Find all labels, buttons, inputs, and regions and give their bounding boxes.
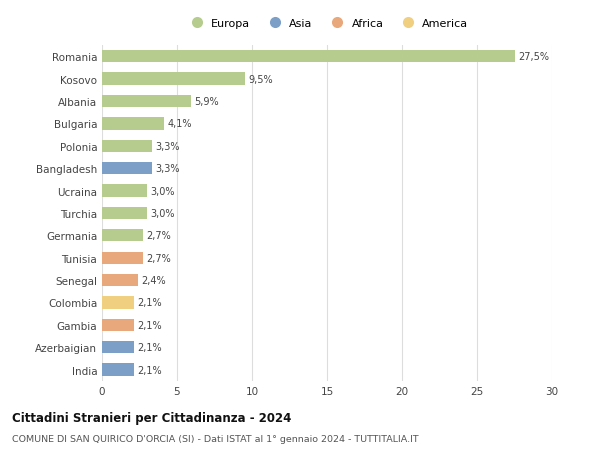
Text: 9,5%: 9,5% (248, 74, 273, 84)
Text: Cittadini Stranieri per Cittadinanza - 2024: Cittadini Stranieri per Cittadinanza - 2… (12, 411, 292, 424)
Bar (102, 297, 133, 309)
Text: 3,3%: 3,3% (155, 141, 180, 151)
Bar (102, 118, 163, 130)
Bar (102, 51, 515, 63)
Text: 3,0%: 3,0% (151, 186, 175, 196)
Legend: Europa, Asia, Africa, America: Europa, Asia, Africa, America (181, 15, 473, 34)
Bar (102, 95, 191, 108)
Text: 3,0%: 3,0% (151, 208, 175, 218)
Bar (102, 140, 151, 152)
Bar (102, 185, 147, 197)
Text: 2,4%: 2,4% (142, 275, 166, 285)
Bar (102, 162, 151, 175)
Bar (102, 252, 143, 264)
Text: 2,1%: 2,1% (137, 320, 162, 330)
Text: 3,3%: 3,3% (155, 164, 180, 174)
Bar (102, 364, 133, 376)
Text: COMUNE DI SAN QUIRICO D'ORCIA (SI) - Dati ISTAT al 1° gennaio 2024 - TUTTITALIA.: COMUNE DI SAN QUIRICO D'ORCIA (SI) - Dat… (12, 434, 419, 443)
Text: 5,9%: 5,9% (194, 97, 219, 107)
Text: 2,7%: 2,7% (146, 253, 171, 263)
Text: 27,5%: 27,5% (518, 52, 549, 62)
Bar (102, 341, 133, 353)
Text: 4,1%: 4,1% (167, 119, 192, 129)
Bar (102, 274, 138, 286)
Bar (102, 207, 147, 219)
Text: 2,1%: 2,1% (137, 342, 162, 353)
Bar (102, 73, 245, 85)
Bar (102, 230, 143, 242)
Text: 2,7%: 2,7% (146, 231, 171, 241)
Text: 2,1%: 2,1% (137, 365, 162, 375)
Bar (102, 319, 133, 331)
Text: 2,1%: 2,1% (137, 298, 162, 308)
